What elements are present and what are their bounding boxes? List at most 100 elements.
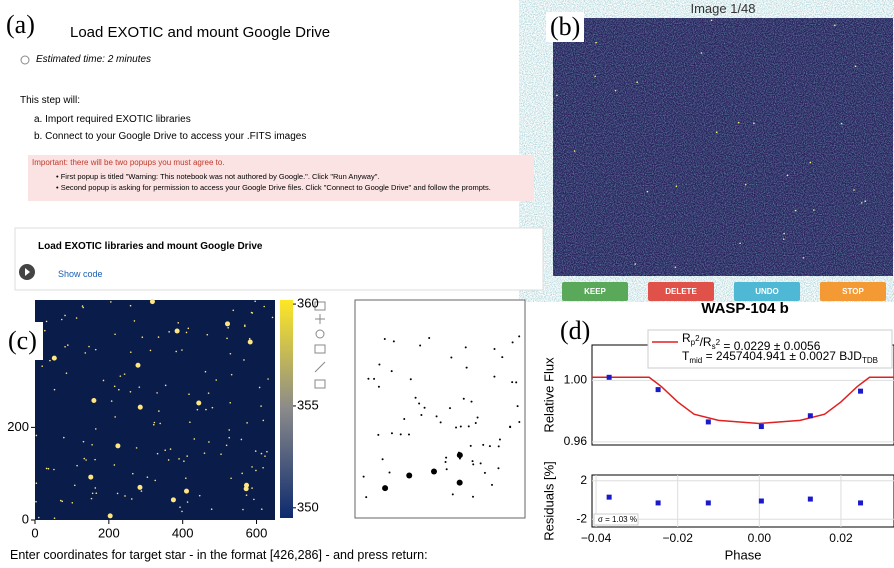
star: [409, 378, 412, 381]
colorbar-tick-label: 350: [297, 499, 319, 514]
x-tick-label: −0.02: [663, 531, 694, 545]
star: [94, 487, 97, 489]
star: [207, 392, 210, 394]
star: [418, 402, 421, 405]
star: [251, 487, 253, 489]
star: [266, 450, 268, 453]
button[interactable]: STOP: [820, 282, 886, 301]
star: [45, 320, 48, 323]
star: [516, 405, 519, 408]
star: [35, 500, 37, 503]
y-tick-label: 0.96: [564, 434, 588, 448]
popup: • First popup is titled "Warning: This n…: [56, 172, 380, 181]
star: [47, 467, 50, 470]
star: [137, 484, 143, 490]
star: [164, 449, 166, 452]
star: [215, 379, 218, 381]
x-tick-label: 0: [31, 525, 38, 540]
star: [188, 393, 190, 396]
star: [255, 469, 257, 472]
star: [813, 209, 815, 211]
star: [423, 406, 426, 409]
star: [64, 346, 66, 348]
star: [456, 452, 463, 459]
star: [211, 406, 214, 409]
star: [204, 370, 207, 373]
show-code[interactable]: Show code: [58, 269, 103, 279]
star: [267, 378, 269, 380]
star: [367, 377, 370, 380]
star: [753, 122, 755, 125]
star: [456, 479, 463, 486]
star: [184, 488, 190, 494]
star: [232, 309, 235, 312]
star: [116, 492, 119, 495]
star: [119, 375, 122, 377]
star: [595, 41, 597, 44]
annotation: σ = 1.03 %: [598, 515, 637, 524]
star: [450, 356, 453, 359]
star: [113, 385, 116, 388]
star: [185, 331, 188, 334]
star: [715, 131, 718, 134]
button[interactable]: KEEP: [562, 282, 628, 301]
star: [138, 386, 141, 388]
star: [262, 419, 265, 422]
star: [187, 327, 190, 330]
star: [51, 355, 57, 361]
stars: [35, 299, 274, 519]
button[interactable]: UNDO: [734, 282, 800, 301]
star: [189, 421, 191, 424]
legend-part: = 0.0229 ± 0.0056: [720, 339, 821, 353]
button[interactable]: DELETE: [648, 282, 714, 301]
star: [59, 499, 62, 502]
step: b. Connect to your Google Drive to acces…: [34, 131, 307, 142]
star: [152, 423, 155, 426]
star: [573, 150, 576, 152]
star: [482, 443, 485, 446]
star: [388, 471, 391, 474]
y-tick-label: 0: [22, 511, 29, 526]
legend-part: = 2457404.941 ± 0.0027 BJD: [702, 349, 862, 363]
star: [94, 458, 96, 461]
star: [373, 377, 376, 380]
star: [403, 417, 406, 420]
prompt: Enter coordinates for target star - in t…: [10, 548, 428, 562]
star: [84, 352, 87, 354]
binned-point: [705, 419, 711, 425]
run-icon: [25, 268, 30, 276]
x-tick-label: 400: [172, 525, 194, 540]
star: [244, 325, 246, 328]
star: [242, 508, 244, 511]
star: [435, 415, 438, 418]
y-axis-label: Relative Flux: [541, 357, 556, 433]
viewer-title: Image 1/48: [690, 1, 756, 16]
star: [250, 311, 253, 314]
model-line: [592, 376, 894, 425]
star: [515, 381, 518, 384]
star: [782, 238, 785, 240]
binned-point: [758, 498, 764, 504]
step: a. Import required EXOTIC libraries: [34, 114, 191, 125]
star: [459, 425, 462, 428]
star: [159, 422, 161, 425]
star: [153, 421, 156, 424]
star: [860, 202, 863, 204]
star: [674, 266, 677, 268]
binned-point: [807, 413, 813, 419]
star: [115, 443, 121, 449]
star: [149, 349, 152, 352]
star: [88, 345, 90, 348]
x-tick-label: 600: [246, 525, 268, 540]
star: [65, 372, 68, 375]
star: [102, 379, 105, 382]
star: [174, 328, 180, 334]
star: [130, 498, 133, 500]
star: [260, 452, 263, 455]
star: [382, 485, 389, 492]
star: [76, 464, 78, 467]
colorbar-tick-label: 360: [297, 296, 319, 311]
legend-part: R: [682, 331, 691, 345]
star: [63, 436, 65, 439]
